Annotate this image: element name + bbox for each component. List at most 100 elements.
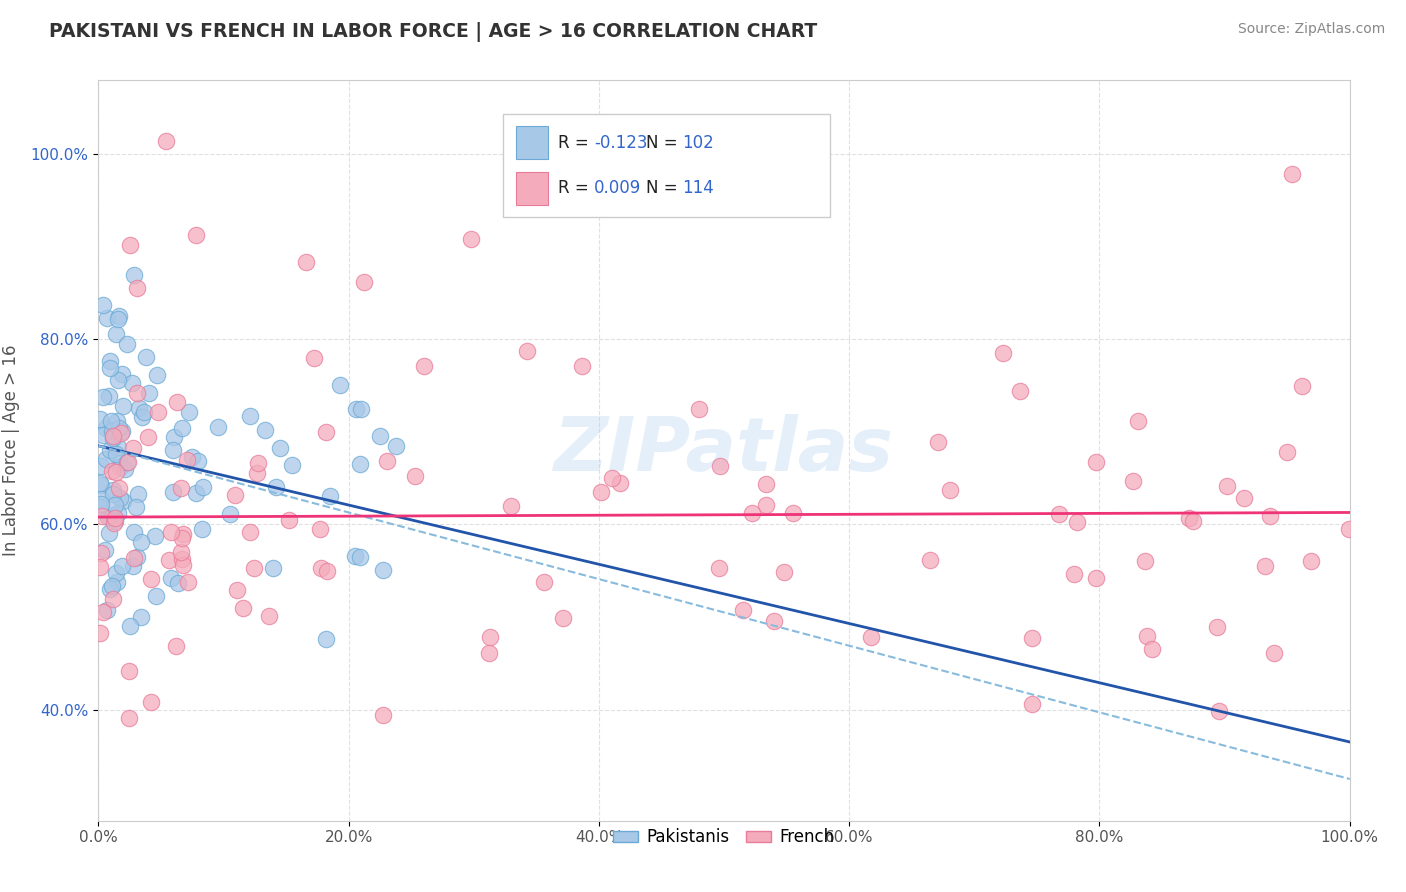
- Point: [98, 582, 121, 596]
- Point: [741, 506, 763, 520]
- Point: [918, 553, 941, 567]
- Point: [94, 421, 117, 435]
- Text: 114: 114: [682, 179, 714, 197]
- Point: [97, 509, 120, 524]
- Point: [373, 708, 395, 723]
- Point: [404, 469, 426, 483]
- Point: [1258, 508, 1281, 523]
- Point: [128, 401, 150, 416]
- Point: [107, 312, 129, 326]
- Point: [375, 454, 398, 468]
- Point: [176, 452, 198, 467]
- Y-axis label: In Labor Force | Age > 16: In Labor Force | Age > 16: [1, 344, 20, 557]
- Point: [104, 566, 127, 580]
- Point: [104, 514, 127, 528]
- Point: [186, 228, 208, 243]
- Point: [90, 478, 112, 492]
- Point: [1337, 522, 1360, 536]
- Point: [108, 421, 131, 435]
- Point: [280, 458, 302, 472]
- Point: [1010, 384, 1032, 399]
- Point: [343, 549, 366, 563]
- Point: [371, 563, 394, 577]
- Text: Source: ZipAtlas.com: Source: ZipAtlas.com: [1237, 22, 1385, 37]
- Point: [1021, 631, 1043, 645]
- Point: [155, 134, 177, 148]
- Point: [589, 484, 612, 499]
- Point: [139, 694, 162, 708]
- Point: [107, 506, 129, 520]
- Point: [89, 560, 111, 574]
- Point: [90, 459, 112, 474]
- Point: [111, 558, 134, 573]
- Point: [101, 464, 124, 478]
- Point: [226, 583, 249, 598]
- Point: [103, 591, 125, 606]
- Point: [122, 268, 145, 283]
- Point: [98, 443, 121, 458]
- Point: [114, 462, 136, 476]
- Point: [755, 498, 778, 512]
- Point: [329, 378, 352, 392]
- Point: [1215, 479, 1237, 493]
- Point: [91, 390, 114, 404]
- Point: [1181, 514, 1204, 528]
- Point: [115, 337, 138, 351]
- Point: [117, 455, 139, 469]
- Text: PAKISTANI VS FRENCH IN LABOR FORCE | AGE > 16 CORRELATION CHART: PAKISTANI VS FRENCH IN LABOR FORCE | AGE…: [49, 22, 817, 42]
- Point: [93, 543, 115, 558]
- Point: [124, 525, 146, 540]
- Point: [98, 353, 121, 368]
- Point: [478, 646, 501, 660]
- Point: [103, 428, 125, 442]
- Point: [1136, 629, 1159, 643]
- Point: [129, 534, 152, 549]
- Point: [103, 483, 125, 497]
- Point: [246, 466, 269, 480]
- Point: [104, 498, 127, 512]
- Point: [170, 481, 193, 495]
- Point: [253, 423, 276, 437]
- Point: [122, 550, 145, 565]
- Point: [927, 435, 949, 450]
- Point: [193, 481, 215, 495]
- Point: [533, 574, 555, 589]
- Point: [1254, 558, 1277, 573]
- Point: [762, 614, 785, 628]
- Point: [118, 619, 141, 633]
- Text: R =: R =: [558, 179, 595, 197]
- Point: [98, 525, 121, 540]
- Point: [207, 420, 229, 434]
- Point: [108, 456, 131, 470]
- Point: [239, 525, 262, 540]
- Point: [1178, 510, 1201, 524]
- Point: [302, 351, 325, 365]
- Point: [257, 609, 280, 624]
- Point: [105, 327, 128, 342]
- Text: N =: N =: [647, 134, 683, 152]
- Point: [264, 480, 287, 494]
- Point: [96, 603, 118, 617]
- Point: [172, 552, 194, 566]
- Point: [112, 493, 135, 508]
- Point: [350, 401, 373, 416]
- Point: [146, 368, 169, 383]
- Point: [177, 574, 200, 589]
- Point: [170, 545, 193, 559]
- Point: [105, 414, 128, 428]
- Point: [107, 310, 129, 324]
- Point: [315, 425, 337, 439]
- Point: [91, 605, 114, 619]
- Point: [172, 421, 194, 435]
- Point: [478, 630, 501, 644]
- Point: [735, 151, 758, 165]
- Point: [101, 424, 124, 438]
- Point: [129, 610, 152, 624]
- Point: [90, 497, 112, 511]
- Point: [709, 561, 731, 575]
- Point: [308, 522, 330, 536]
- Point: [170, 531, 193, 545]
- Point: [309, 560, 332, 574]
- Point: [101, 431, 124, 445]
- Point: [247, 456, 270, 470]
